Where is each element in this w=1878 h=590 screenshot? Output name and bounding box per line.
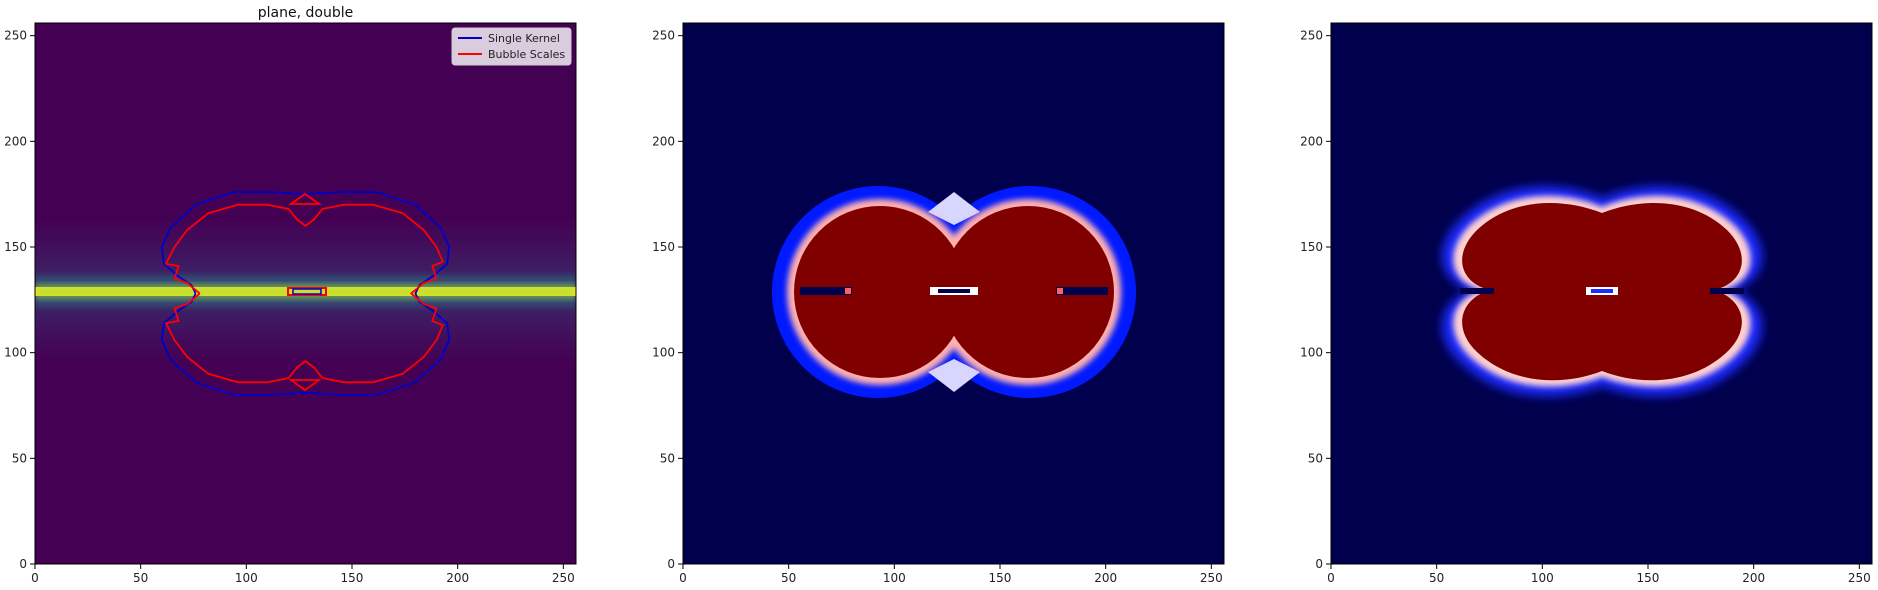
panel-2-frame — [682, 22, 1225, 565]
y-tick-label: 100 — [4, 346, 27, 360]
x-tick-label: 250 — [552, 571, 575, 585]
y-tick-label: 250 — [4, 29, 27, 43]
bottom-triangle-marker — [288, 379, 322, 392]
panel-3-center-slot-inner — [1591, 289, 1613, 293]
panel-2-right-notch — [1056, 287, 1108, 295]
legend-label-bubble-scales: Bubble Scales — [488, 48, 565, 61]
x-tick-label: 250 — [1848, 571, 1871, 585]
y-tick-label: 200 — [652, 134, 675, 148]
x-tick-label: 0 — [31, 571, 39, 585]
panel-1: plane, double 0 50 100 150 200 250 0 50 100 150 20… — [4, 5, 577, 585]
x-tick-label: 200 — [1742, 571, 1765, 585]
panel-3: 0 50 100 150 200 250 0 50 100 150 200 250 — [1300, 22, 1873, 585]
x-tick-label: 0 — [1327, 571, 1335, 585]
panel-1-frame — [34, 22, 577, 565]
y-tick-label: 150 — [4, 240, 27, 254]
panel-2-axes: 0 50 100 150 200 250 0 50 100 150 200 250 — [652, 29, 1223, 585]
y-tick-label: 200 — [4, 134, 27, 148]
y-tick-label: 0 — [1315, 557, 1323, 571]
x-tick-label: 250 — [1200, 571, 1223, 585]
y-tick-label: 0 — [19, 557, 27, 571]
y-tick-label: 150 — [1300, 240, 1323, 254]
y-tick-label: 100 — [652, 346, 675, 360]
contour-single-kernel — [160, 191, 451, 396]
x-tick-label: 150 — [341, 571, 364, 585]
legend-label-single-kernel: Single Kernel — [488, 32, 560, 45]
y-tick-label: 100 — [1300, 346, 1323, 360]
x-tick-label: 100 — [883, 571, 906, 585]
x-tick-label: 50 — [781, 571, 796, 585]
y-tick-label: 50 — [12, 451, 27, 465]
panel-2-bottom-diamond — [928, 359, 980, 392]
x-tick-label: 0 — [679, 571, 687, 585]
center-bubble-outline-red — [287, 287, 327, 296]
panel-1-band-halo — [35, 284, 576, 299]
panel-1-contours — [160, 191, 451, 396]
center-bubble-outline-blue — [292, 288, 322, 295]
y-tick-label: 150 — [652, 240, 675, 254]
x-tick-label: 100 — [235, 571, 258, 585]
x-tick-label: 200 — [1094, 571, 1117, 585]
y-tick-label: 50 — [1308, 451, 1323, 465]
panel-2: 0 50 100 150 200 250 0 50 100 150 200 250 — [652, 22, 1225, 585]
x-tick-label: 200 — [446, 571, 469, 585]
x-tick-label: 50 — [133, 571, 148, 585]
panel-3-frame — [1330, 22, 1873, 565]
y-tick-label: 250 — [652, 29, 675, 43]
panel-2-left-notch — [800, 287, 852, 295]
x-tick-label: 50 — [1429, 571, 1444, 585]
panel-1-title: plane, double — [258, 5, 353, 21]
y-tick-label: 200 — [1300, 134, 1323, 148]
x-tick-label: 150 — [1637, 571, 1660, 585]
contour-bubble-scales — [165, 203, 444, 384]
top-triangle-marker — [288, 192, 322, 205]
x-tick-label: 100 — [1531, 571, 1554, 585]
panel-2-top-diamond — [928, 192, 980, 225]
legend: Single Kernel Bubble Scales — [451, 27, 572, 66]
panel-3-right-notch — [1710, 288, 1744, 294]
panel-2-left-notch-tip — [845, 288, 851, 294]
panel-3-axes: 0 50 100 150 200 250 0 50 100 150 200 250 — [1300, 29, 1871, 585]
panel-1-axes: 0 50 100 150 200 250 0 50 100 150 200 250 — [4, 29, 575, 585]
y-tick-label: 50 — [660, 451, 675, 465]
panel-3-left-notch — [1460, 288, 1494, 294]
panel-2-center-slot-inner — [938, 289, 970, 293]
panel-2-right-notch-tip — [1057, 288, 1063, 294]
x-tick-label: 150 — [989, 571, 1012, 585]
y-tick-label: 0 — [667, 557, 675, 571]
panel-2-core — [794, 206, 1114, 378]
y-tick-label: 250 — [1300, 29, 1323, 43]
